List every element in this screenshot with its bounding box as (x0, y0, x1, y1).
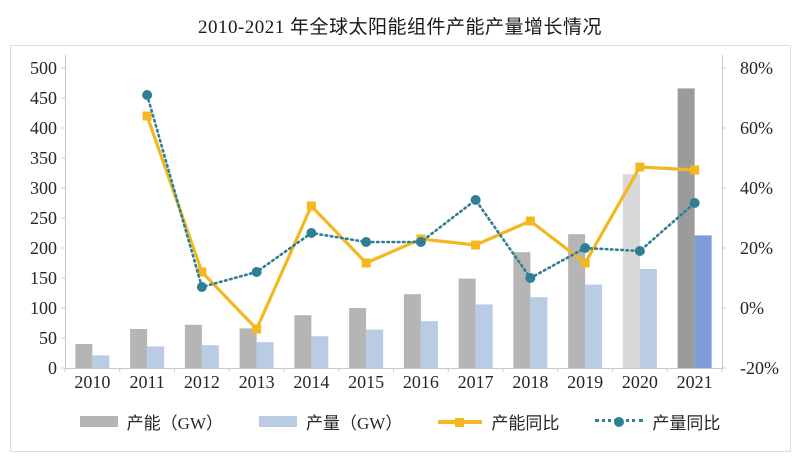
left-axis-label: 50 (39, 328, 57, 348)
right-axis-label: 80% (740, 58, 773, 78)
production-yoy-point-2018 (525, 273, 536, 283)
x-axis-label: 2016 (403, 372, 439, 392)
legend-label-capacity: 产能（GW） (126, 414, 223, 433)
x-axis-label: 2014 (293, 372, 329, 392)
capacity-bar-2011 (130, 329, 148, 368)
capacity-bar-2019 (568, 234, 586, 368)
capacity-yoy-point-2011 (142, 111, 152, 121)
x-axis-label: 2019 (567, 372, 603, 392)
production-bar-2020 (639, 269, 657, 368)
legend-label-production-yoy: 产量同比 (652, 414, 721, 433)
right-axis-label: -20% (740, 358, 779, 378)
legend-item-production-yoy: 产量同比 (595, 409, 720, 434)
legend-label-production: 产量（GW） (306, 414, 403, 433)
capacity-yoy-point-2015 (361, 258, 371, 268)
right-axis-label: 0% (740, 298, 764, 318)
x-axis-label: 2017 (458, 372, 494, 392)
x-axis-label: 2012 (184, 372, 220, 392)
left-axis-label: 500 (30, 58, 57, 78)
chart-legend: 产能（GW） 产量（GW） 产能同比 产量同比 (0, 409, 800, 434)
production-yoy-point-2017 (470, 195, 481, 205)
x-axis-label: 2013 (239, 372, 275, 392)
production-yoy-line-swatch-icon (595, 416, 644, 428)
production-yoy-point-2014 (306, 228, 317, 238)
right-axis-label: 60% (740, 118, 773, 138)
production-bar-2010 (92, 355, 110, 368)
production-yoy-point-2013 (251, 267, 262, 277)
production-bar-2015 (366, 329, 384, 368)
production-bar-2017 (475, 304, 493, 368)
capacity-bar-2014 (294, 315, 312, 368)
capacity-yoy-point-2020 (635, 162, 645, 172)
capacity-yoy-point-2014 (306, 201, 316, 211)
capacity-yoy-point-2012 (197, 267, 207, 277)
capacity-yoy-point-2019 (580, 258, 590, 268)
capacity-bar-2013 (239, 328, 257, 368)
production-bar-swatch-icon (259, 416, 297, 427)
right-axis-label: 20% (740, 238, 773, 258)
capacity-yoy-point-2018 (525, 216, 535, 226)
production-yoy-point-2015 (361, 237, 372, 247)
production-yoy-line (145, 93, 696, 289)
capacity-bar-2016 (403, 294, 421, 368)
legend-label-capacity-yoy: 产能同比 (491, 414, 560, 433)
legend-item-capacity: 产能（GW） (79, 409, 223, 434)
capacity-bar-2015 (349, 308, 367, 368)
production-bar-2018 (530, 297, 548, 368)
x-axis-label: 2010 (74, 372, 110, 392)
production-yoy-point-2019 (580, 243, 591, 253)
left-axis-label: 100 (30, 298, 57, 318)
capacity-yoy-marker-sample (455, 417, 465, 427)
x-axis-label: 2011 (129, 372, 164, 392)
production-yoy-point-2012 (196, 282, 207, 292)
x-axis-label: 2021 (677, 372, 713, 392)
left-axis-label: 150 (30, 268, 57, 288)
left-axis-label: 450 (30, 88, 57, 108)
production-bar-2021 (694, 235, 712, 368)
production-yoy-point-2020 (634, 246, 645, 256)
chart-title: 2010-2021 年全球太阳能组件产能产量增长情况 (197, 17, 603, 38)
capacity-bar-swatch-icon (79, 416, 118, 427)
production-bar-2013 (256, 342, 274, 368)
legend-item-capacity-yoy: 产能同比 (438, 409, 559, 434)
x-axis-label: 2020 (622, 372, 658, 392)
production-bar-2016 (420, 321, 438, 368)
left-axis-label: 350 (30, 148, 57, 168)
chart-frame (10, 45, 791, 452)
production-yoy-marker-sample (614, 416, 625, 427)
production-bar-2014 (311, 336, 329, 368)
production-yoy-point-2011 (142, 90, 153, 100)
right-axis-label: 40% (740, 178, 773, 198)
left-axis-label: 0 (48, 358, 57, 378)
left-axis-label: 200 (30, 238, 57, 258)
capacity-bar-2010 (75, 344, 93, 368)
capacity-yoy-point-2021 (690, 165, 700, 175)
x-axis-label: 2018 (512, 372, 548, 392)
production-bar-2011 (147, 346, 165, 368)
capacity-bar-2012 (184, 324, 202, 368)
capacity-yoy-point-2013 (252, 324, 262, 334)
left-axis-label: 250 (30, 208, 57, 228)
capacity-bar-2018 (513, 252, 531, 368)
capacity-bar-2021 (677, 88, 695, 369)
x-axis-label: 2015 (348, 372, 384, 392)
capacity-bar-2017 (458, 278, 476, 368)
capacity-yoy-line-swatch-icon (438, 416, 483, 428)
production-yoy-point-2021 (689, 198, 700, 208)
capacity-yoy-point-2017 (471, 240, 481, 250)
capacity-bar-2020 (622, 174, 640, 368)
production-yoy-point-2016 (415, 237, 426, 247)
legend-item-production: 产量（GW） (259, 409, 402, 434)
left-axis-label: 400 (30, 118, 57, 138)
production-bar-2012 (201, 345, 219, 368)
left-axis-label: 300 (30, 178, 57, 198)
production-bar-2019 (585, 284, 603, 368)
